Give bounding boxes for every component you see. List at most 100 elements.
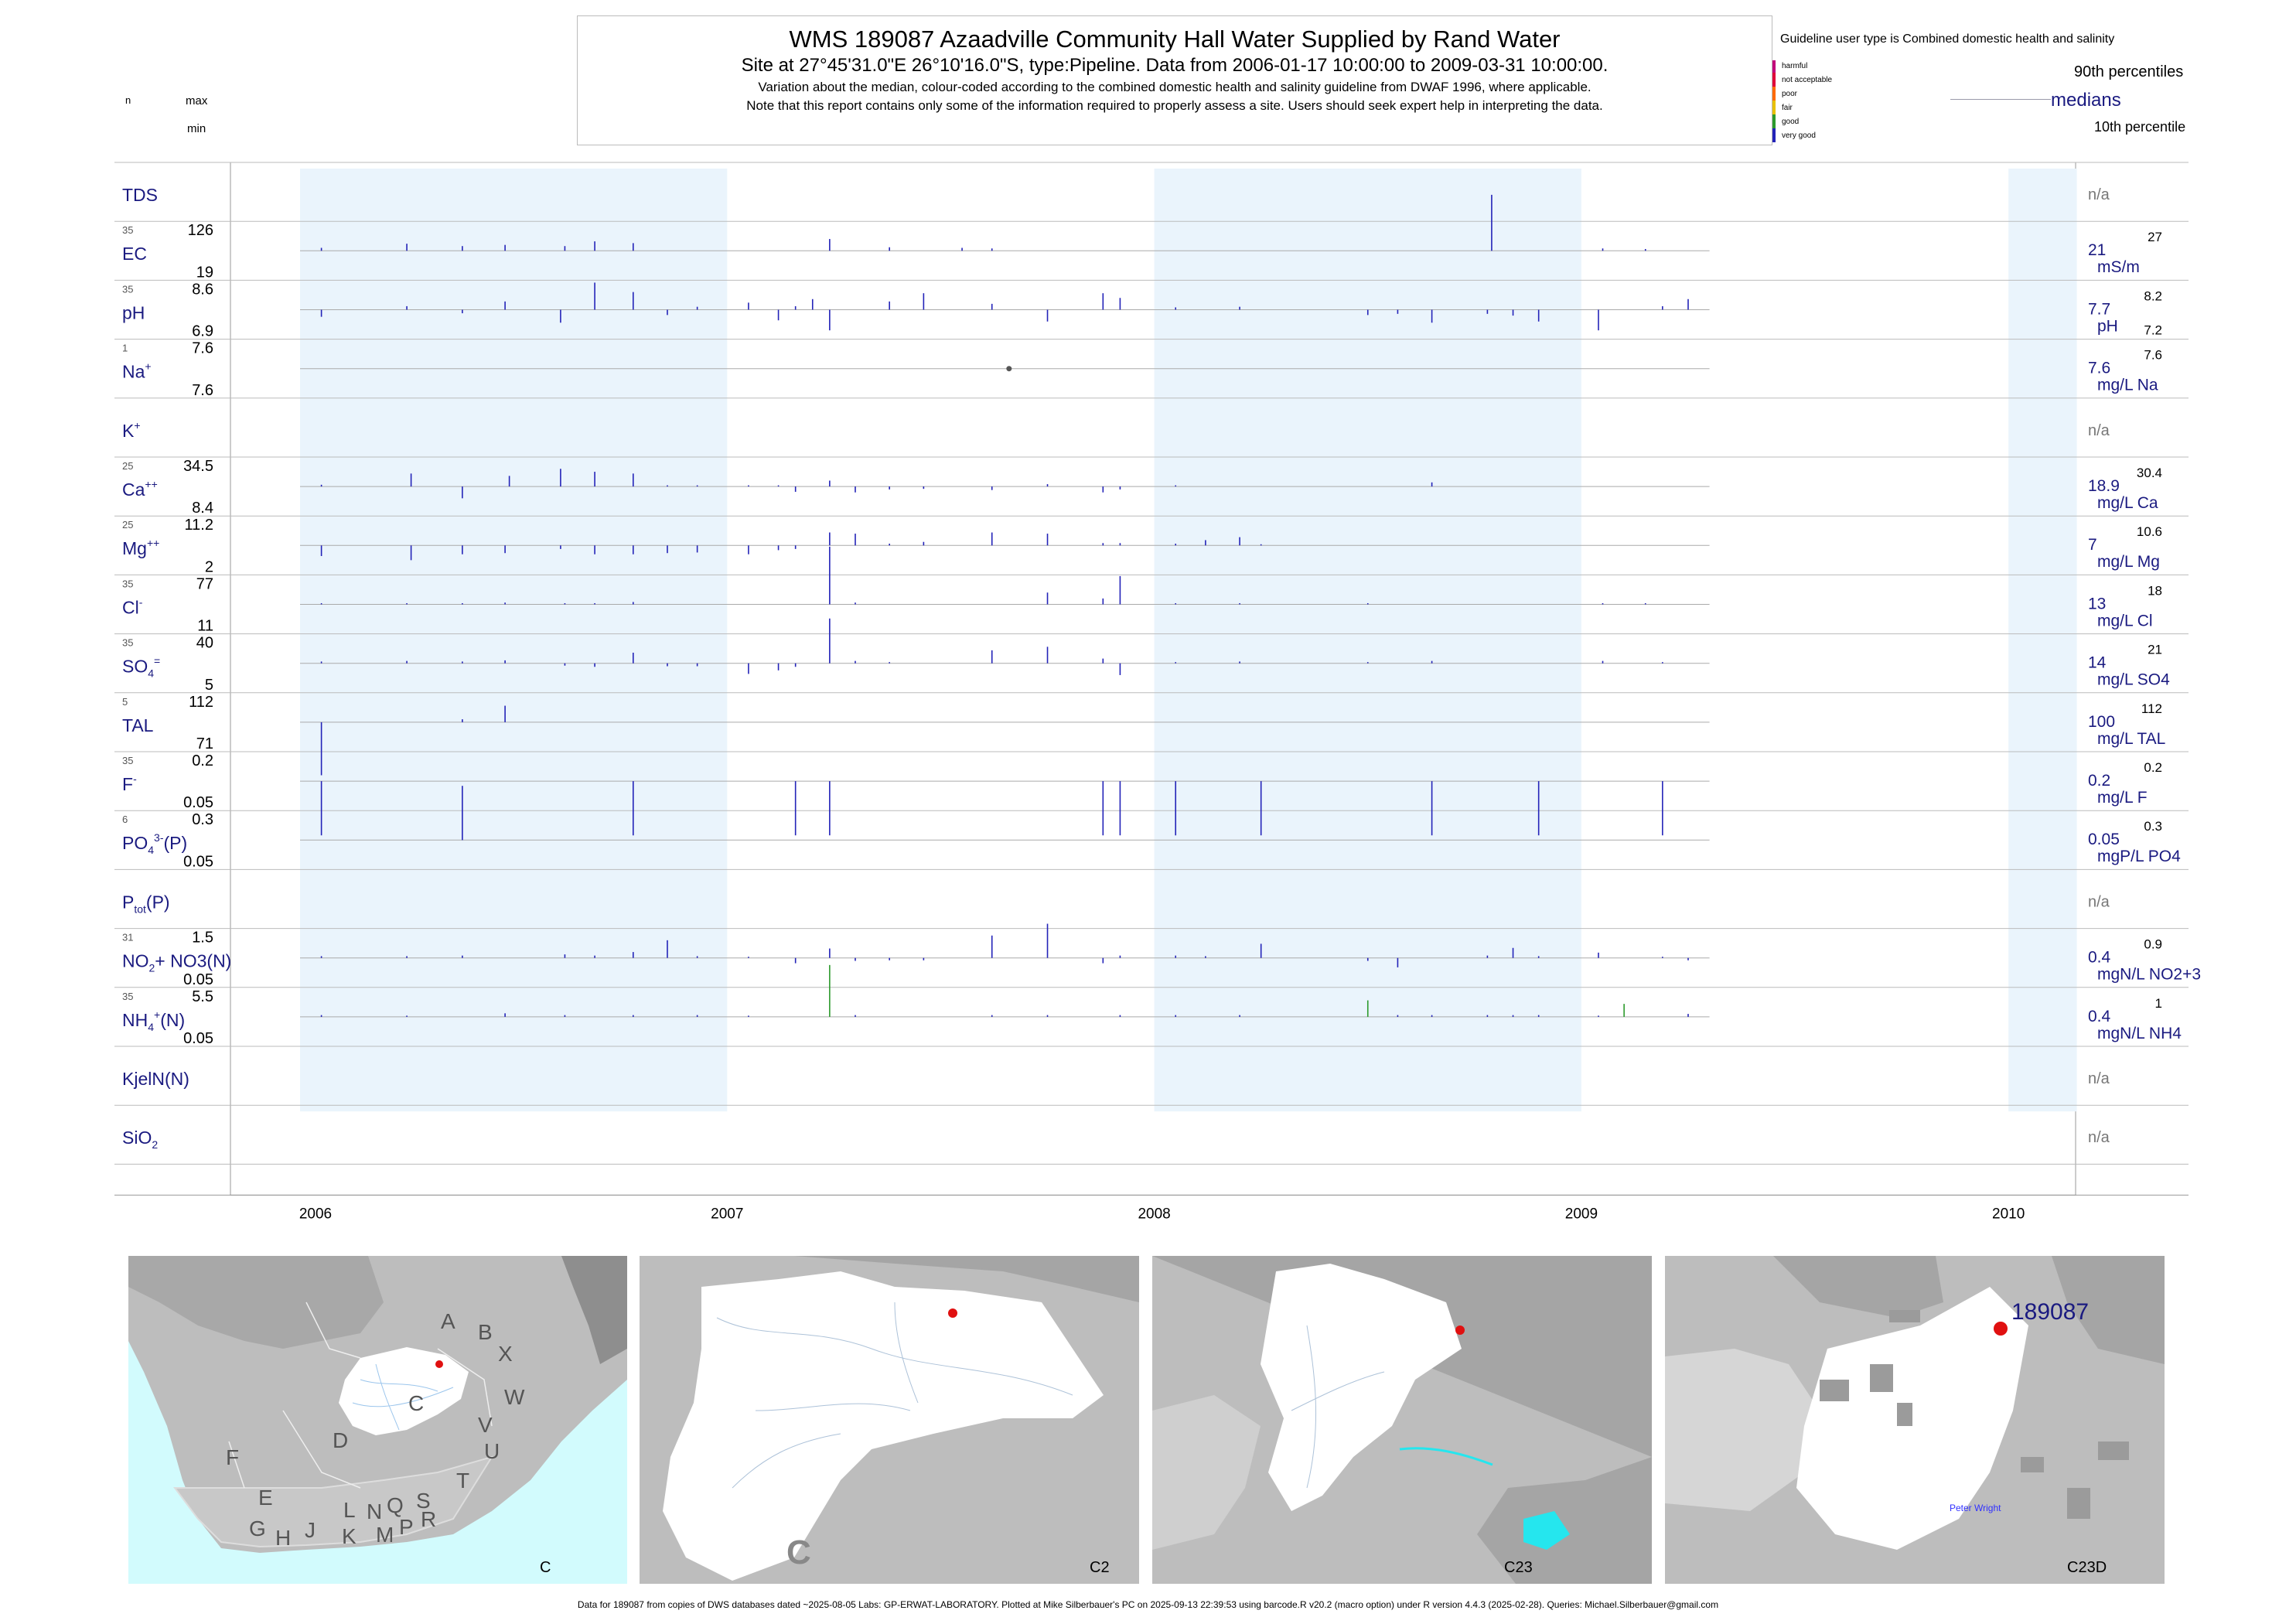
row-n-mg-6: 25	[122, 519, 133, 531]
year-label-2007: 2007	[711, 1206, 743, 1222]
map-label-c2: C2	[1090, 1559, 1110, 1576]
row-median-po-11: 0.05	[2088, 831, 2120, 848]
row-p90-no-13: 0.9	[2144, 937, 2162, 952]
row-min-cl-7: 11	[197, 618, 213, 635]
row-median-mg-6: 7	[2088, 536, 2097, 554]
row-na-p-12: n/a	[2088, 893, 2110, 910]
row-median-na-3: 7.6	[2088, 360, 2110, 377]
row-p90-po-11: 0.3	[2144, 819, 2162, 834]
row-min-ca-5: 8.4	[192, 500, 213, 517]
param-sub: 4	[148, 667, 154, 680]
row-p90-f-10: 0.2	[2144, 760, 2162, 775]
region-label-C: C	[408, 1391, 424, 1415]
row-max-po-11: 0.3	[192, 811, 213, 828]
map-place-label: Peter Wright	[1950, 1503, 2001, 1513]
report-header: WMS 189087 Azaadville Community Hall Wat…	[577, 15, 1772, 145]
legend-very-good: very good	[1782, 131, 1816, 140]
footer-note: Data for 189087 from copies of DWS datab…	[577, 1599, 1719, 1610]
row-n-cl-7: 35	[122, 578, 133, 589]
row-unit-so-8: mg/L SO4	[2097, 671, 2170, 689]
param-name: NH	[122, 1010, 148, 1030]
param-sub: tot	[134, 902, 146, 915]
legend-poor: poor	[1782, 90, 1798, 98]
row-median-no-13: 0.4	[2088, 949, 2111, 967]
row-n-nh-14: 35	[122, 991, 133, 1002]
row-unit-nh-14: mgN/L NH4	[2097, 1025, 2182, 1042]
row-median-ec-1: 21	[2088, 241, 2106, 259]
param-name: EC	[122, 244, 147, 264]
row-n-na-3: 1	[122, 343, 128, 354]
year-band-0	[300, 169, 728, 1112]
row-median-ca-5: 18.9	[2088, 477, 2120, 495]
param-name: SO	[122, 657, 148, 677]
region-label-L: L	[343, 1498, 356, 1522]
row-n-po-11: 6	[122, 814, 128, 825]
row-unit-na-3: mg/L Na	[2097, 377, 2158, 394]
param-label-ph-2: pH	[122, 302, 145, 322]
param-tail: + NO3(N)	[155, 951, 231, 971]
legend-swatch-poor	[1772, 87, 1776, 101]
legend-harmful: harmful	[1782, 62, 1808, 70]
param-name: K	[122, 421, 135, 441]
row-min-na-3: 7.6	[192, 382, 213, 399]
param-name: Na	[122, 362, 145, 382]
row-n-so-8: 35	[122, 637, 133, 649]
param-name: PO	[122, 833, 148, 853]
report-subtitle: Site at 27°45'31.0"E 26°10'16.0"S, type:…	[741, 55, 1609, 76]
region-label-B: B	[478, 1320, 493, 1344]
row-n-no-13: 31	[122, 932, 133, 943]
region-label-P: P	[399, 1515, 414, 1539]
param-sup: ++	[147, 537, 159, 549]
param-label-so-8: SO4=	[122, 655, 160, 680]
region-label-H: H	[275, 1526, 291, 1550]
row-unit-f-10: mg/L F	[2097, 789, 2148, 807]
row-min-f-10: 0.05	[183, 794, 213, 811]
row-unit-ca-5: mg/L Ca	[2097, 494, 2158, 512]
row-p90-cl-7: 18	[2148, 583, 2162, 598]
year-band-1	[1154, 169, 1581, 1112]
param-label-no-13: NO2+ NO3(N)	[122, 951, 231, 974]
param-label-nh-14: NH4+(N)	[122, 1008, 185, 1033]
row-max-no-13: 1.5	[192, 930, 213, 947]
row-p90-ph-2: 8.2	[2144, 288, 2162, 303]
year-label-2006: 2006	[299, 1206, 332, 1222]
region-label-K: K	[342, 1524, 357, 1548]
param-name: Ca	[122, 479, 145, 500]
param-name: Mg	[122, 538, 147, 558]
row-max-na-3: 7.6	[192, 340, 213, 357]
region-label-D: D	[333, 1428, 348, 1452]
row-n-f-10: 35	[122, 755, 133, 766]
row-p90-tal-9: 112	[2141, 701, 2162, 716]
row-n-ph-2: 35	[122, 283, 133, 295]
map-label-c23: C23	[1504, 1559, 1533, 1576]
legend-fair: fair	[1782, 104, 1793, 112]
param-tail: (P)	[163, 833, 187, 853]
param-label-kjeln-n--15: KjelN(N)	[122, 1069, 189, 1089]
param-label-mg-6: Mg++	[122, 537, 159, 558]
row-min-ec-1: 19	[196, 264, 213, 281]
row-p90-so-8: 21	[2148, 643, 2162, 657]
legend-swatch-very-good	[1772, 128, 1776, 142]
row-unit-cl-7: mg/L Cl	[2097, 612, 2153, 629]
row-p10-ph-2: 7.2	[2144, 322, 2162, 337]
region-label-W: W	[504, 1385, 525, 1409]
row-max-mg-6: 11.2	[185, 517, 213, 534]
region-label-T: T	[456, 1469, 469, 1493]
row-p90-ca-5: 30.4	[2137, 466, 2162, 480]
param-label-p-12: Ptot(P)	[122, 892, 170, 915]
legend-p10: 10th percentile	[2094, 119, 2186, 135]
map-c23d: 189087 Peter Wright C23D	[1665, 1256, 2165, 1584]
row-min-no-13: 0.05	[183, 971, 213, 988]
region-label-E: E	[258, 1486, 273, 1510]
region-label-F: F	[226, 1445, 239, 1469]
param-sup: =	[154, 655, 160, 667]
row-median-so-8: 14	[2088, 654, 2107, 672]
param-sup: 3-	[154, 831, 164, 844]
row-median-ph-2: 7.7	[2088, 300, 2110, 318]
legend-good: good	[1782, 118, 1800, 126]
legend-swatch-not-acceptable	[1772, 73, 1776, 87]
row-median-nh-14: 0.4	[2088, 1008, 2111, 1025]
row-median-cl-7: 13	[2088, 595, 2106, 612]
legend-swatch-good	[1772, 114, 1776, 128]
legend-median-line	[1950, 99, 2051, 100]
